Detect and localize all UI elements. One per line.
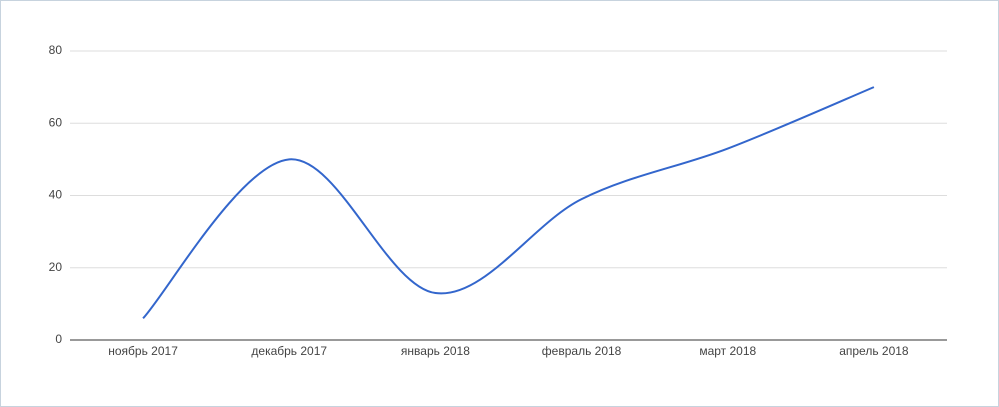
x-tick-label: апрель 2018 xyxy=(839,344,909,358)
y-tick-label: 60 xyxy=(49,115,63,129)
y-tick-label: 40 xyxy=(49,188,63,202)
x-tick-label: декабрь 2017 xyxy=(251,344,327,358)
y-tick-label: 80 xyxy=(49,43,63,57)
x-tick-label: февраль 2018 xyxy=(542,344,622,358)
y-tick-label: 0 xyxy=(55,332,62,346)
y-tick-label: 20 xyxy=(49,260,63,274)
x-tick-label: ноябрь 2017 xyxy=(108,344,178,358)
x-tick-label: январь 2018 xyxy=(401,344,470,358)
x-tick-label: март 2018 xyxy=(699,344,756,358)
line-series xyxy=(142,86,875,320)
